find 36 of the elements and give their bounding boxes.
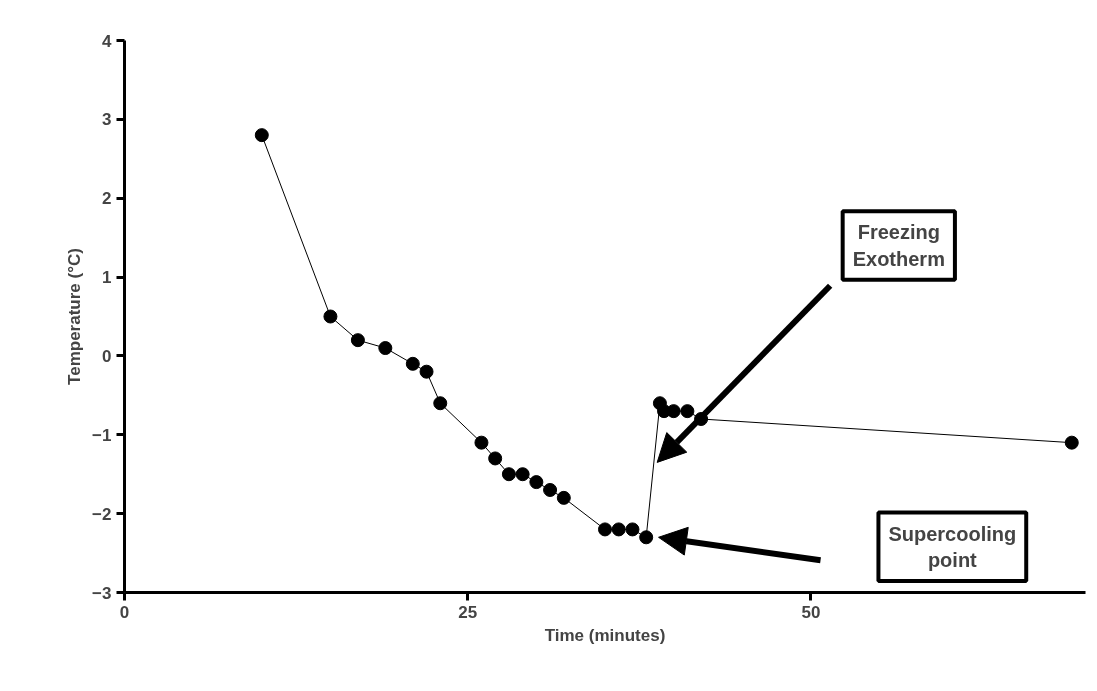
point	[419, 364, 434, 379]
y-tick-label: −1	[92, 425, 112, 445]
point	[1064, 435, 1079, 450]
point	[680, 404, 695, 419]
point	[501, 467, 516, 482]
y-tick-label: −2	[92, 504, 112, 524]
point	[639, 530, 654, 545]
point	[515, 467, 530, 482]
x-tick-label: 25	[458, 602, 478, 622]
x-tick-label: 50	[801, 602, 821, 622]
y-tick-label: 2	[102, 189, 112, 209]
y-tick-label: −3	[92, 583, 112, 603]
point	[254, 128, 269, 143]
x-axis-title: Time (minutes)	[544, 625, 666, 645]
point	[529, 475, 544, 490]
point	[433, 396, 448, 411]
y-tick-label: 3	[102, 110, 112, 130]
point	[666, 404, 681, 419]
point	[611, 522, 626, 537]
y-axis-title: Temperature (°C)	[65, 248, 85, 385]
point	[350, 333, 365, 348]
point	[474, 435, 489, 450]
point	[405, 356, 420, 371]
point	[488, 451, 503, 466]
point	[598, 522, 612, 537]
x-tick-label: 0	[119, 602, 130, 622]
point	[556, 490, 571, 505]
point	[378, 341, 393, 356]
annotation: Supercooling point	[888, 522, 1017, 571]
annotation: Freezing Exotherm	[852, 221, 945, 270]
point	[625, 522, 640, 537]
y-tick-label: 1	[102, 268, 112, 288]
y-tick-label: 4	[102, 31, 113, 51]
y-tick-label: 0	[102, 346, 112, 366]
point	[543, 483, 558, 497]
point	[323, 309, 338, 324]
